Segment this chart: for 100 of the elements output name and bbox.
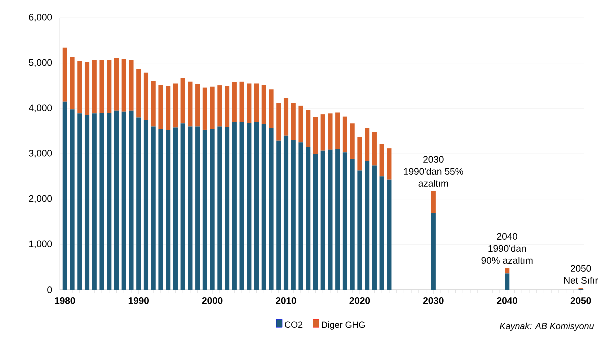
legend-label: Diger GHG [322,322,366,330]
bar [380,144,384,177]
annotation: 1990'dan 55% [404,168,464,175]
bar [100,113,104,290]
annotation: 2050 [571,265,592,272]
bar [254,84,260,122]
bar [431,213,436,290]
x-tick-label: 1990 [128,298,149,304]
bar [291,103,296,140]
bar [202,88,208,130]
bar [84,62,90,116]
bar [232,82,237,122]
bar [158,86,164,130]
bar [78,114,82,290]
bar [342,116,348,153]
bar [144,72,149,120]
bar [92,60,97,114]
y-tick-label: 3,000 [29,150,52,158]
bar [129,60,134,111]
bar [298,142,304,290]
x-tick-label: 1980 [55,298,76,304]
y-tick-label: 6,000 [29,14,52,22]
bar [225,86,230,128]
bar [350,124,355,159]
bar [365,161,370,290]
bar [84,115,90,290]
bar [158,130,164,290]
bar [372,132,377,166]
bar [180,124,186,290]
bar [136,118,142,290]
bar [313,117,318,154]
bar [505,274,510,290]
bar [188,126,193,290]
bar [240,122,244,290]
bar [247,123,252,290]
bar [358,137,362,171]
bar [136,69,142,118]
bar [336,149,340,290]
bar [269,128,274,290]
bar [78,61,82,114]
bar [284,136,289,290]
bar [342,152,348,290]
x-tick-label: 2020 [350,298,370,304]
annotation: Net Sıfır [564,277,598,284]
bar [232,122,237,290]
bar [107,60,112,114]
legend-label: CO2 [285,322,303,328]
bar [218,126,222,290]
bar [202,130,208,290]
annotation: 2040 [497,233,518,240]
bar [70,110,75,290]
bar [254,122,260,290]
bar [262,85,266,125]
bar [173,84,178,128]
bar [180,78,186,124]
bar [328,150,333,290]
bar [372,166,377,290]
annotation: 90% azaltım [482,257,533,264]
bar [387,148,392,180]
bar [298,106,304,143]
bar [291,140,296,290]
bar [62,48,68,102]
bar [262,124,266,290]
bar [151,126,156,290]
bar [276,103,282,141]
bar [210,86,215,130]
y-tick-label: 0 [48,286,52,294]
bar [313,154,318,290]
bar [320,114,326,151]
bar [173,128,178,290]
x-tick-label: 2000 [202,298,223,304]
bar [144,120,149,290]
y-tick-label: 2,000 [29,195,52,204]
bar [122,112,126,290]
bar [218,86,222,127]
bar [196,126,200,290]
x-tick-label: 2040 [497,298,518,304]
bar [247,84,252,124]
bar [114,58,120,111]
bar [240,82,244,122]
bar [122,59,126,112]
annotation: 2030 [424,156,444,163]
annotation: 1990'dan [488,245,526,252]
bar [100,60,104,114]
bar [151,81,156,127]
bar [328,114,333,150]
bar [350,158,355,290]
bar [387,180,392,290]
x-tick-label: 2050 [570,298,592,304]
bar [365,128,370,162]
bar [276,140,282,290]
bar [129,110,134,290]
annotation: azaltım [418,180,448,187]
y-tick-label: 1,000 [30,240,52,249]
y-tick-label: 4,000 [29,104,52,113]
bar [210,129,215,290]
bar [306,110,311,148]
bar [70,57,75,110]
bar [269,90,274,128]
bar [306,147,311,290]
